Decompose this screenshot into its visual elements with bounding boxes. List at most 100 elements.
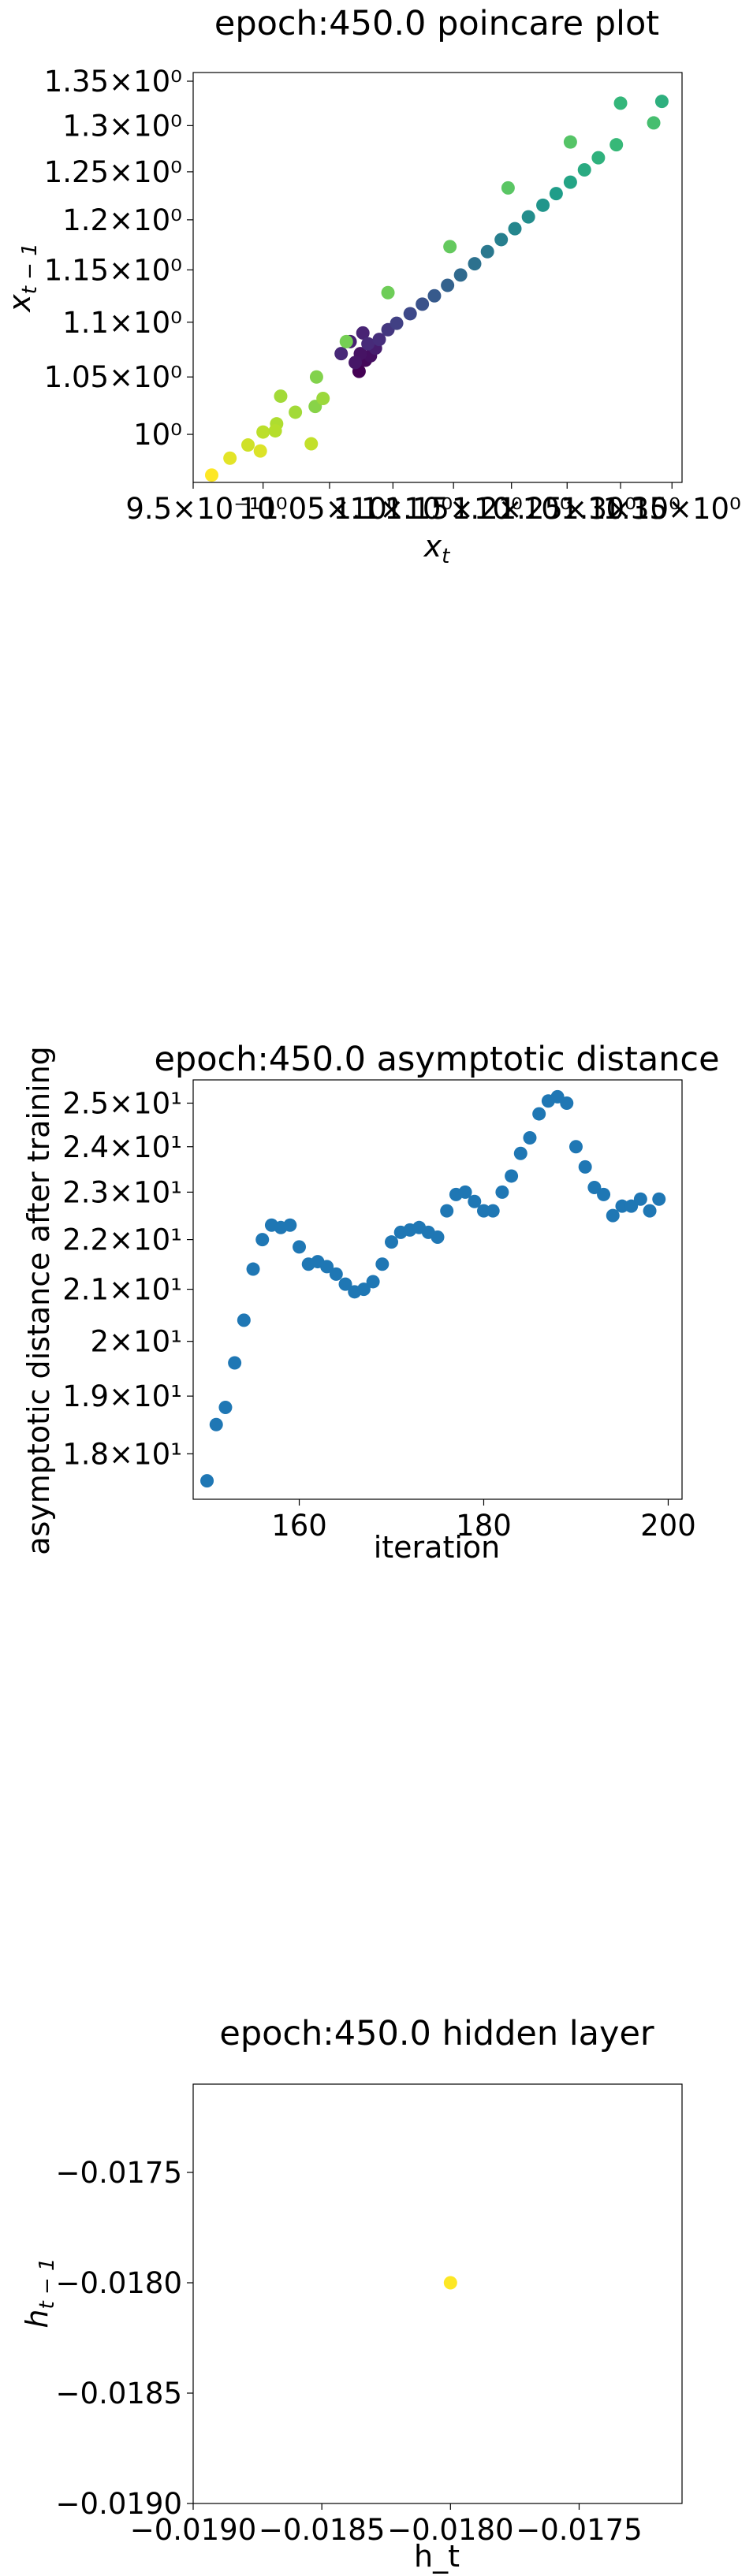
poincare-y-tick-label: 1.2×10⁰: [62, 203, 182, 237]
poincare-point: [443, 240, 457, 254]
poincare-x-axis-label: xt: [423, 529, 451, 568]
asymptotic-x-axis-label: iteration: [374, 1530, 501, 1565]
hidden-layer-title: epoch:450.0 hidden layer: [219, 2014, 654, 2053]
poincare-y-tick-label: 1.35×10⁰: [44, 65, 182, 99]
hidden-points: [443, 2276, 457, 2290]
poincare-point: [480, 244, 494, 259]
hidden-point: [443, 2276, 457, 2290]
poincare-y-tick-label: 1.3×10⁰: [62, 109, 182, 143]
hidden-y-tick-label: −0.0180: [56, 2266, 182, 2300]
poincare-y-tick-label: 1.15×10⁰: [44, 253, 182, 287]
asymptotic-y-tick-label: 1.8×10¹: [62, 1437, 182, 1471]
poincare-point: [390, 316, 404, 330]
poincare-point: [549, 187, 563, 201]
poincare-point: [372, 333, 386, 347]
poincare-point: [253, 444, 267, 458]
asymptotic-point: [385, 1235, 399, 1249]
poincare-point: [361, 337, 375, 351]
poincare-point: [403, 307, 417, 321]
poincare-point: [334, 347, 349, 361]
asymptotic-point: [560, 1096, 574, 1110]
asymptotic-points: [200, 1089, 666, 1488]
poincare-point: [241, 438, 255, 452]
asymptotic-point: [652, 1192, 666, 1206]
hidden-layer-panel: epoch:450.0 hidden layer −0.0190−0.0185−…: [20, 2014, 683, 2574]
asymptotic-point: [431, 1230, 445, 1245]
asymptotic-y-tick-label: 2.3×10¹: [62, 1175, 182, 1209]
asymptotic-point: [209, 1417, 223, 1431]
poincare-point: [289, 405, 303, 419]
asymptotic-distance-title: epoch:450.0 asymptotic distance: [154, 1040, 719, 1079]
poincare-point: [316, 391, 330, 405]
poincare-point: [613, 96, 628, 110]
hidden-x-axis-label: h_t: [414, 2539, 460, 2574]
poincare-x-tick-label: 1.1×10⁰: [333, 492, 453, 526]
asymptotic-point: [606, 1208, 620, 1223]
asymptotic-point: [505, 1169, 519, 1183]
asymptotic-point: [356, 1282, 371, 1297]
poincare-point: [441, 278, 455, 292]
poincare-y-tick-label: 1.1×10⁰: [62, 306, 182, 340]
poincare-x-tick-label: 9.5×10⁻¹: [125, 492, 260, 526]
hidden-x-axis: −0.0190 −0.0185 −0.0180 −0.0175: [130, 2503, 643, 2547]
asymptotic-point: [375, 1257, 390, 1271]
asymptotic-y-axis: 1.8×10¹ 1.9×10¹ 2×10¹ 2.1×10¹ 2.2×10¹ 2.3×10¹…: [62, 1086, 193, 1471]
poincare-x-tick-label: 1.35×10⁰: [603, 492, 741, 526]
asymptotic-x-tick-label: 200: [640, 1509, 696, 1543]
asymptotic-point: [587, 1181, 602, 1195]
poincare-point: [268, 424, 282, 438]
asymptotic-point: [643, 1204, 657, 1218]
hidden-y-tick-label: −0.0175: [56, 2156, 182, 2190]
asymptotic-y-tick-label: 2.2×10¹: [62, 1223, 182, 1257]
asymptotic-point: [468, 1194, 482, 1208]
poincare-point: [591, 151, 606, 165]
asymptotic-y-axis-label: asymptotic distance after training: [21, 1046, 56, 1555]
poincare-plot-area: [192, 72, 683, 483]
asymptotic-point: [440, 1204, 454, 1218]
poincare-point: [304, 437, 319, 451]
asymptotic-x-tick-label: 160: [271, 1509, 327, 1543]
poincare-y-axis-label: xt − 1: [2, 243, 42, 313]
poincare-x-tick-label: 1.2×10⁰: [452, 492, 572, 526]
poincare-point: [274, 389, 288, 404]
poincare-point: [309, 370, 323, 384]
asymptotic-point: [228, 1356, 242, 1370]
poincare-point: [223, 451, 237, 465]
poincare-x-tick-label: 1.25×10⁰: [498, 492, 636, 526]
asymptotic-point: [255, 1233, 270, 1247]
poincare-y-axis: 10⁰ 1.05×10⁰ 1.1×10⁰ 1.15×10⁰ 1.2×10⁰ 1.25×10…: [44, 65, 193, 452]
poincare-point: [609, 138, 624, 152]
poincare-point: [256, 425, 270, 439]
poincare-point: [494, 233, 509, 247]
poincare-point: [508, 221, 522, 236]
poincare-point: [647, 116, 661, 130]
asymptotic-point: [578, 1160, 592, 1174]
asymptotic-point: [476, 1204, 490, 1218]
asymptotic-point: [568, 1140, 583, 1154]
asymptotic-point: [633, 1192, 647, 1206]
poincare-point: [356, 326, 370, 340]
poincare-x-axis: 9.5×10⁻¹10⁰1.05×10⁰1.1×10⁰1.15×10⁰1.2×10…: [125, 482, 741, 526]
poincare-y-tick-label: 1.25×10⁰: [44, 155, 182, 189]
hidden-x-tick-label: −0.0190: [130, 2513, 256, 2547]
poincare-x-tick-label: 1.15×10⁰: [385, 492, 523, 526]
asymptotic-point: [329, 1267, 343, 1281]
poincare-point: [577, 163, 591, 177]
hidden-y-tick-label: −0.0190: [56, 2487, 182, 2521]
poincare-x-tick-label: 1.05×10⁰: [260, 492, 398, 526]
asymptotic-y-tick-label: 2×10¹: [91, 1325, 182, 1359]
poincare-point: [453, 268, 468, 282]
asymptotic-point: [458, 1185, 472, 1199]
hidden-x-tick-label: −0.0175: [516, 2513, 642, 2547]
hidden-x-tick-label: −0.0180: [387, 2513, 513, 2547]
asymptotic-point: [597, 1187, 611, 1201]
asymptotic-point: [293, 1240, 307, 1254]
asymptotic-point: [283, 1218, 297, 1232]
poincare-x-tick-label: 10⁰: [239, 492, 288, 526]
poincare-points: [204, 95, 669, 482]
poincare-point: [339, 334, 353, 348]
poincare-point: [427, 288, 442, 303]
asymptotic-point: [615, 1199, 629, 1213]
poincare-point: [521, 210, 535, 224]
